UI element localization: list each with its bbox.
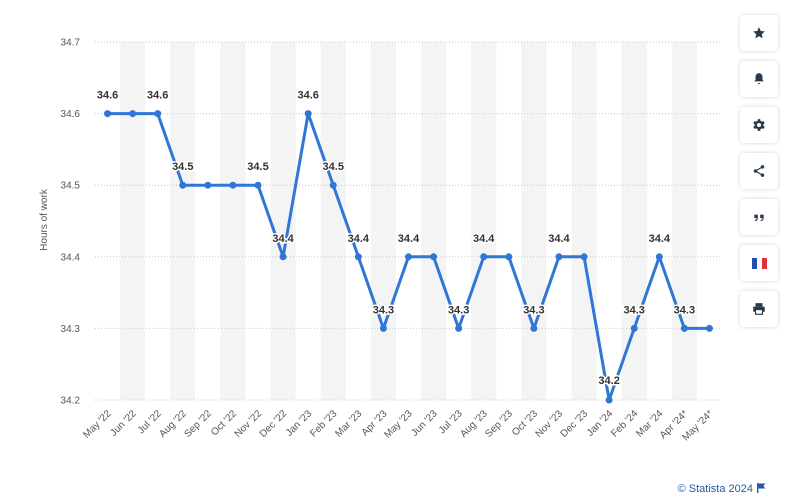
data-point [680,324,688,332]
data-point [279,253,287,261]
column-band [421,42,447,400]
data-point [354,253,362,261]
x-tick-label: Sep '23 [483,408,515,440]
data-point [605,396,613,404]
data-label: 34.2 [598,375,619,387]
y-tick-label: 34.5 [61,181,81,192]
citation-button[interactable] [740,199,778,235]
data-point [254,181,262,189]
data-label: 34.5 [172,161,193,173]
star-icon [753,27,765,39]
data-point [555,253,563,261]
language-button[interactable] [740,245,778,281]
data-label: 34.5 [323,161,344,173]
share-icon [753,165,765,177]
x-tick-label: Dec '23 [559,408,591,440]
data-point [405,253,412,261]
column-band [621,42,647,400]
column-band [170,42,196,400]
column-band [370,42,396,400]
data-point [129,110,137,118]
data-point [179,181,187,189]
column-band [270,42,296,400]
data-label: 34.4 [473,233,495,245]
gear-icon [753,119,765,131]
data-label: 34.6 [297,90,318,102]
favorite-button[interactable] [740,15,778,51]
series-points [104,110,713,404]
print-button[interactable] [740,291,778,327]
data-point [229,181,237,189]
x-tick-label: May '23 [382,408,415,441]
data-point [580,253,588,261]
column-band [671,42,697,400]
y-tick-label: 34.3 [61,324,81,335]
data-point [655,253,663,261]
x-tick-label: Sep '22 [182,408,214,440]
y-axis-label: Hours of work [39,188,50,251]
credit-text[interactable]: © Statista 2024 [677,483,753,495]
data-point [379,324,387,332]
share-button[interactable] [740,153,778,189]
x-tick-label: Jun '22 [108,408,139,439]
x-tick-label: Jun '23 [409,408,440,439]
data-label: 34.4 [548,233,570,245]
data-label: 34.3 [523,304,544,316]
x-tick-label: Mar '23 [333,408,364,439]
y-tick-label: 34.6 [61,109,81,120]
data-label: 34.4 [348,233,370,245]
data-label: 34.3 [674,304,695,316]
y-tick-label: 34.7 [61,38,81,49]
data-point [530,324,538,332]
bell-icon [754,73,764,85]
x-tick-label: Feb '24 [609,408,640,439]
y-tick-label: 34.2 [61,396,81,407]
y-tick-label: 34.4 [61,252,81,263]
data-labels: 34.6 34.6 34.5 34.5 34.4 34.6 34.5 34.4 34.3 34.4… [95,88,696,388]
data-label: 34.4 [649,233,671,245]
data-point [204,181,212,189]
x-tick-label: Dec '22 [258,408,290,440]
data-label: 34.5 [247,161,268,173]
data-label: 34.3 [373,304,394,316]
column-bands [120,42,697,400]
settings-button[interactable] [740,107,778,143]
column-band [220,42,246,400]
y-axis-ticks: 34.2 34.3 34.4 34.5 34.6 34.7 [61,38,81,407]
data-point [630,324,638,332]
data-point [329,181,337,189]
x-tick-label: May '22 [81,408,114,441]
gridlines [95,41,722,401]
column-band [320,42,346,400]
data-point [455,324,463,332]
column-band [471,42,497,400]
quote-icon [754,214,764,222]
print-icon [753,303,765,315]
column-band [120,42,146,400]
notification-button[interactable] [740,61,778,97]
data-label: 34.4 [272,233,294,245]
data-point [480,253,488,261]
data-point [304,110,312,118]
column-band [521,42,547,400]
data-label: 34.4 [398,233,420,245]
column-band [571,42,597,400]
data-label: 34.3 [448,304,469,316]
statista-credit[interactable]: © Statista 2024 [678,483,766,495]
data-point [705,324,713,332]
data-label: 34.6 [147,90,168,102]
data-point [430,253,438,261]
flag-icon [757,483,766,493]
data-label: 34.3 [624,304,645,316]
data-point [104,110,112,118]
french-flag-icon [751,257,767,269]
data-label: 34.6 [97,90,118,102]
data-point [505,253,513,261]
data-point [154,110,162,118]
